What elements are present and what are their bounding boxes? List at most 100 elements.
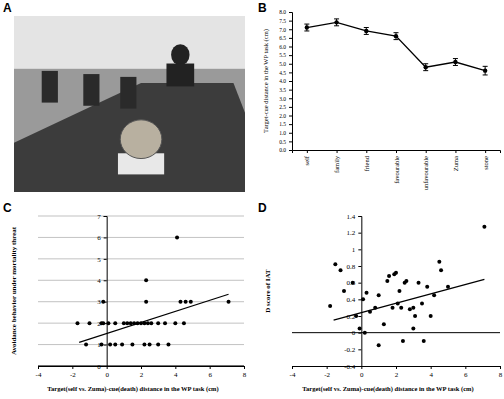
y-axis-tick: 1 [97, 341, 107, 349]
panel-label: A [3, 1, 12, 15]
y-axis-tick-mark [289, 55, 292, 56]
y-axis-tick: 1.4 [347, 213, 362, 221]
y-axis-tick-label: 1 [352, 246, 356, 254]
x-axis-tick-label: self [303, 155, 310, 165]
point [411, 327, 415, 331]
y-axis-tick: 0 [352, 329, 362, 337]
y-axis-tick-label: 2.0 [279, 113, 286, 119]
y-axis-tick: 0 [97, 363, 107, 371]
x-axis-tick: 8 [243, 366, 247, 379]
x-axis-tick-mark [396, 366, 397, 369]
error-bar [423, 64, 428, 71]
error-bar-cap [364, 34, 369, 35]
point [422, 339, 426, 343]
y-axis-tick-label: 6 [97, 234, 101, 242]
point [429, 314, 433, 318]
error-bar [394, 33, 399, 40]
y-axis-tick-mark [289, 29, 292, 30]
y-axis-tick-mark [104, 345, 107, 346]
y-axis-tick-mark [289, 98, 292, 99]
y-axis-tick-label: 0.5 [279, 139, 286, 145]
y-axis-tick-mark [358, 299, 361, 300]
error-bar [304, 24, 309, 31]
x-axis-tick: 4 [174, 366, 178, 379]
y-axis-tick: 2.5 [279, 104, 292, 110]
trend-line [79, 294, 228, 342]
grid-line [38, 366, 244, 367]
y-axis-tick-mark [358, 283, 361, 284]
y-axis-tick-label: 7.0 [279, 27, 286, 33]
y-axis-tick-label: 4 [97, 277, 101, 285]
y-axis-tick-label: 0.6 [347, 279, 356, 287]
y-axis-line [358, 217, 362, 367]
x-axis-tick-label: 4 [174, 371, 178, 379]
photo-background [14, 16, 245, 192]
y-axis-tick: 1.0 [279, 130, 292, 136]
point [425, 285, 429, 289]
point [401, 339, 405, 343]
panel-label: C [3, 201, 12, 215]
y-axis-tick-mark [358, 216, 361, 217]
x-axis-tick-mark [465, 366, 466, 369]
y-axis-tick: 0.5 [279, 139, 292, 145]
point [149, 321, 153, 325]
y-axis-tick-mark [289, 12, 292, 13]
y-axis: -0.4-0.200.20.40.60.811.21.4 [344, 213, 362, 371]
point [334, 20, 338, 24]
y-axis-tick-label: 0.4 [347, 296, 356, 304]
point [156, 343, 160, 347]
x-axis-tick: 0 [360, 366, 364, 379]
y-axis-tick: 5.5 [279, 52, 292, 58]
point [144, 278, 148, 282]
error-bar [364, 28, 369, 35]
figure: A0.00.51.01.52.02.53.03.54.04.55.05.56.0… [0, 0, 504, 399]
y-axis-tick-label: 4.0 [279, 78, 286, 84]
point [387, 274, 391, 278]
x-axis-tick-mark [307, 150, 308, 153]
x-axis-tick-label: 6 [208, 371, 212, 379]
point [113, 321, 117, 325]
y-axis-tick-label: 7.5 [279, 18, 286, 24]
point [385, 279, 389, 283]
point [189, 300, 193, 304]
y-axis-tick-label: 5.5 [279, 52, 286, 58]
x-axis-tick: 6 [464, 366, 468, 379]
y-axis-tick: 1 [352, 246, 362, 254]
x-axis-tick-mark [244, 366, 245, 369]
point [339, 268, 343, 272]
error-bar [453, 59, 458, 66]
error-bar-cap [304, 24, 309, 25]
y-axis-tick-label: 1.2 [347, 229, 356, 237]
y-axis-tick: 4.0 [279, 78, 292, 84]
grid [38, 216, 244, 366]
x-axis-tick-mark [455, 150, 456, 153]
panel-label: D [258, 201, 267, 215]
y-axis-tick-label: 1.4 [347, 213, 356, 221]
y-axis-title: Target-cue distance in the WP task (cm) [262, 29, 270, 133]
point [305, 25, 309, 29]
y-axis-tick-mark [358, 349, 361, 350]
point [333, 262, 337, 266]
x-axis-tick-mark [327, 366, 328, 369]
point [394, 34, 398, 38]
zero-line [292, 332, 500, 333]
point [88, 321, 92, 325]
y-axis-tick-label: 1.0 [279, 130, 286, 136]
y-axis-tick: 1.5 [279, 121, 292, 127]
y-axis-tick-mark [358, 366, 361, 367]
y-axis-tick-label: 5.0 [279, 61, 286, 67]
point [101, 321, 105, 325]
y-axis-title: Avoidance behavior under mortality threa… [10, 226, 18, 355]
y-axis-tick-label: 6.5 [279, 35, 286, 41]
y-axis-tick: 6.5 [279, 35, 292, 41]
x-axis-tick-mark [337, 150, 338, 153]
x-axis-tick-mark [485, 150, 486, 153]
y-axis-tick-mark [358, 316, 361, 317]
error-bar-cap [394, 32, 399, 33]
y-axis-tick-label: 0.0 [279, 147, 286, 153]
y-axis-tick: 3.5 [279, 87, 292, 93]
trend-line [334, 279, 485, 320]
grid-line [38, 258, 244, 259]
y-axis-tick-mark [358, 233, 361, 234]
x-axis-tick-label: 6 [464, 371, 468, 379]
